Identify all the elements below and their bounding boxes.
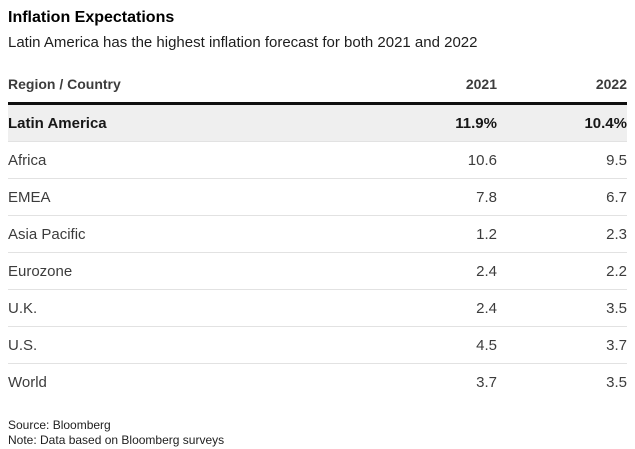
value-2022-cell: 2.2 — [606, 262, 627, 280]
value-2021-cell: 4.5 — [476, 336, 497, 354]
region-cell: Latin America — [8, 114, 107, 132]
table-row-emea: EMEA 7.8 6.7 — [8, 179, 627, 216]
value-2022-cell: 10.4% — [584, 114, 627, 132]
inflation-table: Region / Country 2021 2022 Latin America… — [8, 76, 627, 401]
source-text: Source: Bloomberg — [8, 418, 111, 432]
column-header-2022: 2022 — [595, 76, 627, 92]
value-2021-cell: 3.7 — [476, 374, 497, 391]
table-row-uk: U.K. 2.4 3.5 — [8, 290, 627, 327]
note-text: Note: Data based on Bloomberg surveys — [8, 433, 225, 447]
region-cell: U.K. — [8, 299, 38, 317]
value-2021-cell: 2.4 — [476, 299, 497, 317]
value-2021-cell: 11.9% — [455, 114, 497, 132]
region-cell: Africa — [8, 151, 47, 169]
value-2021-cell: 1.2 — [476, 225, 497, 243]
table-header-row: Region / Country 2021 2022 — [8, 76, 627, 105]
table-row-us: U.S. 4.5 3.7 — [8, 327, 627, 364]
value-2022-cell: 3.5 — [606, 374, 627, 391]
value-2021-cell: 10.6 — [467, 151, 497, 169]
table-footer: Source: Bloomberg Note: Data based on Bl… — [8, 418, 627, 448]
column-header-region: Region / Country — [8, 76, 121, 92]
page-title: Inflation Expectations — [8, 9, 175, 26]
value-2021-cell: 7.8 — [476, 188, 497, 206]
table-row-africa: Africa 10.6 9.5 — [8, 142, 627, 179]
value-2022-cell: 9.5 — [606, 151, 627, 169]
table-row-latin-america: Latin America 11.9% 10.4% — [8, 105, 627, 142]
value-2022-cell: 3.5 — [606, 299, 627, 317]
table-row-eurozone: Eurozone 2.4 2.2 — [8, 253, 627, 290]
region-cell: Asia Pacific — [8, 225, 86, 243]
value-2021-cell: 2.4 — [476, 262, 497, 280]
region-cell: World — [8, 374, 47, 391]
value-2022-cell: 6.7 — [606, 188, 627, 206]
region-cell: EMEA — [8, 188, 51, 206]
table-row-world: World 3.7 3.5 — [8, 364, 627, 401]
value-2022-cell: 2.3 — [606, 225, 627, 243]
region-cell: Eurozone — [8, 262, 73, 280]
page-subtitle: Latin America has the highest inflation … — [8, 34, 478, 51]
region-cell: U.S. — [8, 336, 38, 354]
column-header-2021: 2021 — [465, 76, 497, 92]
value-2022-cell: 3.7 — [606, 336, 627, 354]
table-row-asia-pacific: Asia Pacific 1.2 2.3 — [8, 216, 627, 253]
